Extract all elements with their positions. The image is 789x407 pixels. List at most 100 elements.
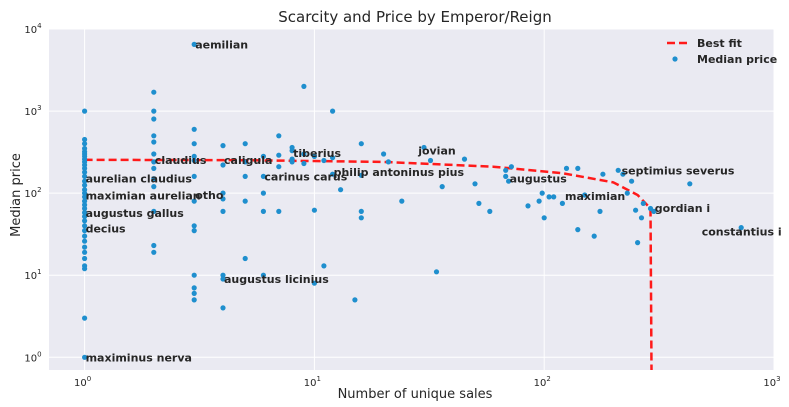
point-annotation: augustus (510, 173, 568, 186)
data-point (82, 108, 88, 114)
data-point (220, 196, 226, 202)
data-point (220, 162, 226, 168)
data-point (289, 148, 295, 154)
data-point (487, 208, 493, 214)
data-point (260, 190, 266, 196)
data-point (536, 198, 542, 204)
data-point (82, 178, 88, 184)
data-point (242, 141, 248, 147)
data-point (311, 207, 317, 213)
data-point (191, 141, 197, 147)
data-point (82, 205, 88, 212)
data-point (82, 266, 88, 272)
data-point (82, 244, 88, 250)
grid-lines (49, 28, 775, 370)
data-point (330, 171, 336, 177)
data-point (508, 164, 514, 170)
data-point (427, 157, 434, 164)
point-annotation: aemilian (195, 38, 248, 51)
data-point (151, 133, 157, 139)
data-point (640, 200, 646, 206)
point-annotation: philip antoninus pius (334, 166, 465, 179)
data-point (82, 249, 88, 255)
point-annotation: maximian (565, 190, 625, 203)
data-point (352, 297, 358, 303)
data-point (276, 164, 282, 170)
data-point (276, 208, 282, 214)
data-point (301, 83, 307, 89)
data-point (289, 159, 295, 165)
data-point (321, 263, 327, 269)
data-point (615, 167, 621, 173)
data-point (82, 190, 88, 196)
data-point (191, 198, 197, 204)
data-point (575, 227, 581, 233)
data-point (151, 165, 157, 171)
data-point (541, 215, 547, 221)
data-point (191, 297, 197, 303)
data-point (551, 194, 557, 200)
data-point (191, 290, 197, 296)
data-point (82, 223, 88, 229)
data-point (82, 198, 88, 204)
data-point (191, 126, 197, 132)
data-point (421, 144, 427, 151)
data-point (82, 210, 88, 216)
data-point (191, 285, 197, 291)
point-annotation: tiberius (293, 147, 341, 160)
data-point (330, 108, 336, 114)
data-point (191, 223, 197, 229)
data-point (82, 238, 88, 244)
point-annotation: claudius (155, 154, 207, 167)
plot-area (49, 29, 774, 370)
data-point (151, 151, 157, 157)
data-point (242, 173, 248, 179)
data-point (321, 157, 327, 164)
point-annotation: aurelian claudius (86, 173, 193, 186)
data-point (82, 141, 88, 147)
data-point (539, 190, 545, 196)
data-point (82, 233, 88, 239)
legend-fit-label: Best fit (697, 37, 742, 50)
data-point (82, 136, 88, 143)
data-point (433, 269, 440, 275)
data-point (358, 141, 364, 147)
data-point (358, 215, 364, 221)
data-point (563, 165, 570, 171)
point-annotation: septimius severus (622, 165, 735, 178)
data-point (358, 172, 364, 178)
data-point (151, 176, 157, 182)
point-annotation: otho (195, 189, 224, 202)
data-point (82, 354, 88, 360)
data-point (399, 198, 405, 204)
data-point (82, 165, 88, 171)
point-annotation: augustus gallus (86, 207, 185, 220)
data-point (191, 228, 197, 234)
data-point (242, 198, 248, 204)
point-annotation: decius (86, 223, 126, 236)
data-point (301, 151, 307, 157)
data-point (191, 153, 197, 159)
data-point (151, 89, 157, 95)
data-point (597, 208, 603, 214)
data-point (358, 208, 364, 214)
data-point (461, 156, 468, 162)
point-annotation: caligula (224, 154, 272, 167)
data-point (151, 208, 157, 214)
data-point (620, 171, 626, 177)
point-annotation: jovian (417, 145, 456, 158)
data-point (82, 202, 88, 208)
data-point (260, 272, 266, 278)
data-point (559, 200, 566, 206)
y-axis-label: Median price (9, 153, 24, 237)
data-point (151, 184, 157, 190)
data-point (82, 182, 88, 188)
data-point (260, 153, 266, 159)
data-point (330, 155, 336, 161)
data-point (624, 190, 630, 196)
data-point (82, 255, 88, 262)
data-point (82, 315, 88, 321)
data-point (525, 203, 531, 209)
